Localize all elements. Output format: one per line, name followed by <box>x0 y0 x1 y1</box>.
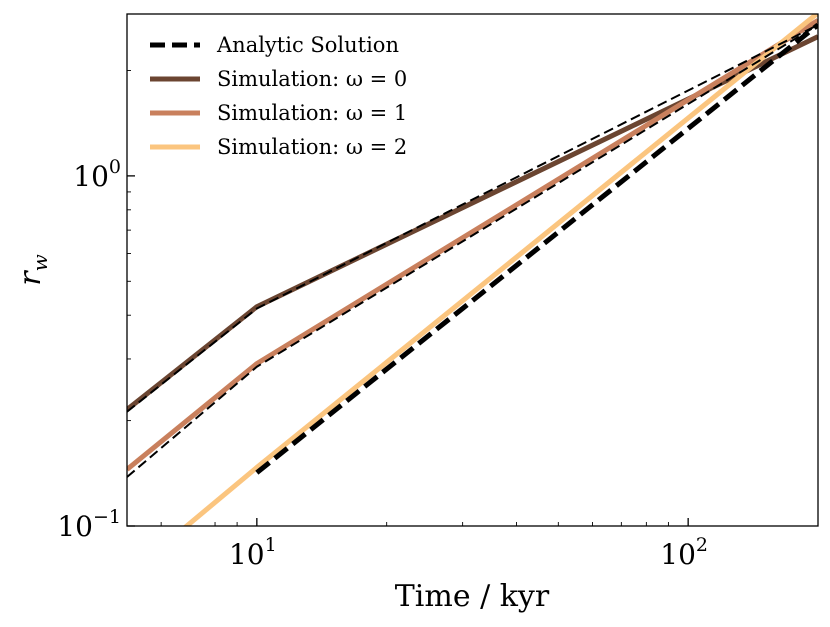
legend: Analytic Solution Simulation: ω = 0 Simula… <box>150 33 407 159</box>
x-tick-label-base: 10 <box>660 538 696 571</box>
x-tick-label-base: 10 <box>229 538 265 571</box>
plot-frame <box>126 13 819 527</box>
y-tick-label-exponent: 0 <box>109 156 121 178</box>
y-tick-label: 100 <box>73 156 121 193</box>
y-tick-label: 10−1 <box>57 506 121 543</box>
y-axis-label-sub: w <box>28 254 52 271</box>
x-tick-label-exponent: 1 <box>265 534 277 556</box>
x-tick-label: 102 <box>660 534 708 571</box>
simulation-series-line <box>127 18 818 472</box>
simulation-series-line <box>127 34 818 412</box>
analytic-series-line <box>127 23 818 413</box>
legend-label: Simulation: ω = 0 <box>217 67 407 91</box>
y-axis-label-base: r <box>13 270 48 286</box>
analytic-series-line <box>255 22 818 475</box>
x-axis-label: Time / kyr <box>395 579 550 614</box>
legend-label: Simulation: ω = 1 <box>217 101 407 125</box>
series-layer <box>127 14 818 526</box>
simulation-series-line <box>182 14 818 526</box>
analytic-series-line <box>127 24 818 478</box>
y-axis-label: rw <box>13 254 52 285</box>
x-tick-label: 101 <box>229 534 277 571</box>
legend-label: Analytic Solution <box>216 33 399 57</box>
x-tick-label-exponent: 2 <box>696 534 708 556</box>
y-tick-label-base: 10 <box>57 510 93 543</box>
legend-label: Simulation: ω = 2 <box>217 135 407 159</box>
y-tick-label-base: 10 <box>73 160 109 193</box>
plot-background <box>127 14 818 526</box>
y-tick-label-exponent: −1 <box>93 506 121 528</box>
